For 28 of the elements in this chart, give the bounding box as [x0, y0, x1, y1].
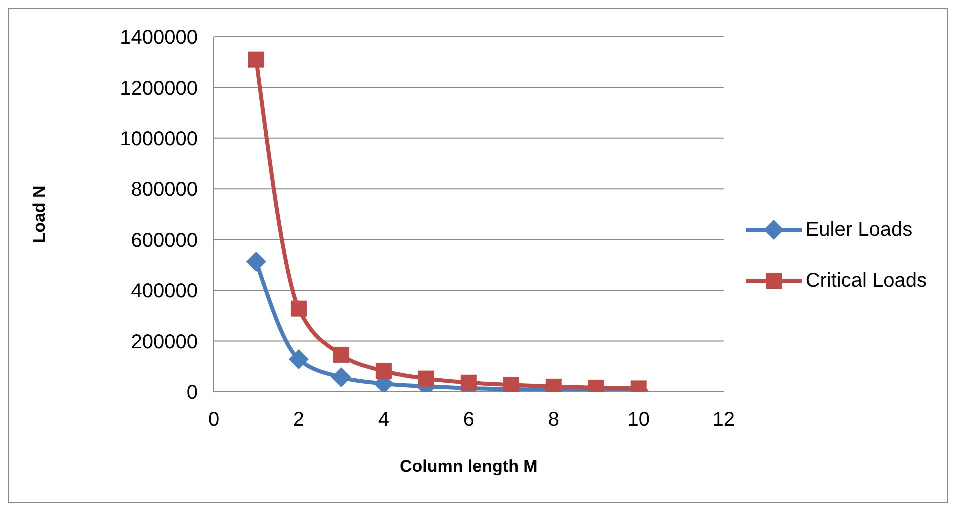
x-tick-label: 12	[712, 409, 735, 432]
x-tick-label: 0	[208, 409, 220, 432]
y-axis-title: Load N	[30, 186, 50, 244]
x-axis-title: Column length M	[400, 457, 538, 476]
point	[246, 252, 266, 272]
y-tick-label: 600000	[131, 230, 198, 252]
point	[290, 300, 307, 317]
y-tick-label: 400000	[131, 280, 198, 303]
legend-label: Euler Loads	[806, 218, 913, 242]
point	[460, 374, 477, 391]
x-tick-label: 6	[463, 409, 474, 432]
x-tick-label: 8	[548, 409, 560, 432]
y-tick-label: 1200000	[120, 78, 198, 100]
point	[288, 350, 309, 370]
legend-label: Critical Loads	[806, 270, 927, 292]
y-tick-label: 0	[186, 382, 198, 404]
y-tick-label: 1000000	[120, 128, 198, 151]
x-tick-label: 10	[628, 409, 650, 432]
y-tick-label: 800000	[131, 179, 198, 202]
point	[333, 346, 350, 363]
x-tick-label: 4	[378, 409, 390, 432]
point	[331, 368, 352, 388]
y-tick-label: 1400000	[120, 27, 198, 50]
point	[418, 370, 434, 387]
y-tick-label: 200000	[131, 331, 198, 354]
point	[248, 52, 264, 68]
point	[376, 363, 392, 380]
x-tick-label: 2	[293, 409, 305, 432]
